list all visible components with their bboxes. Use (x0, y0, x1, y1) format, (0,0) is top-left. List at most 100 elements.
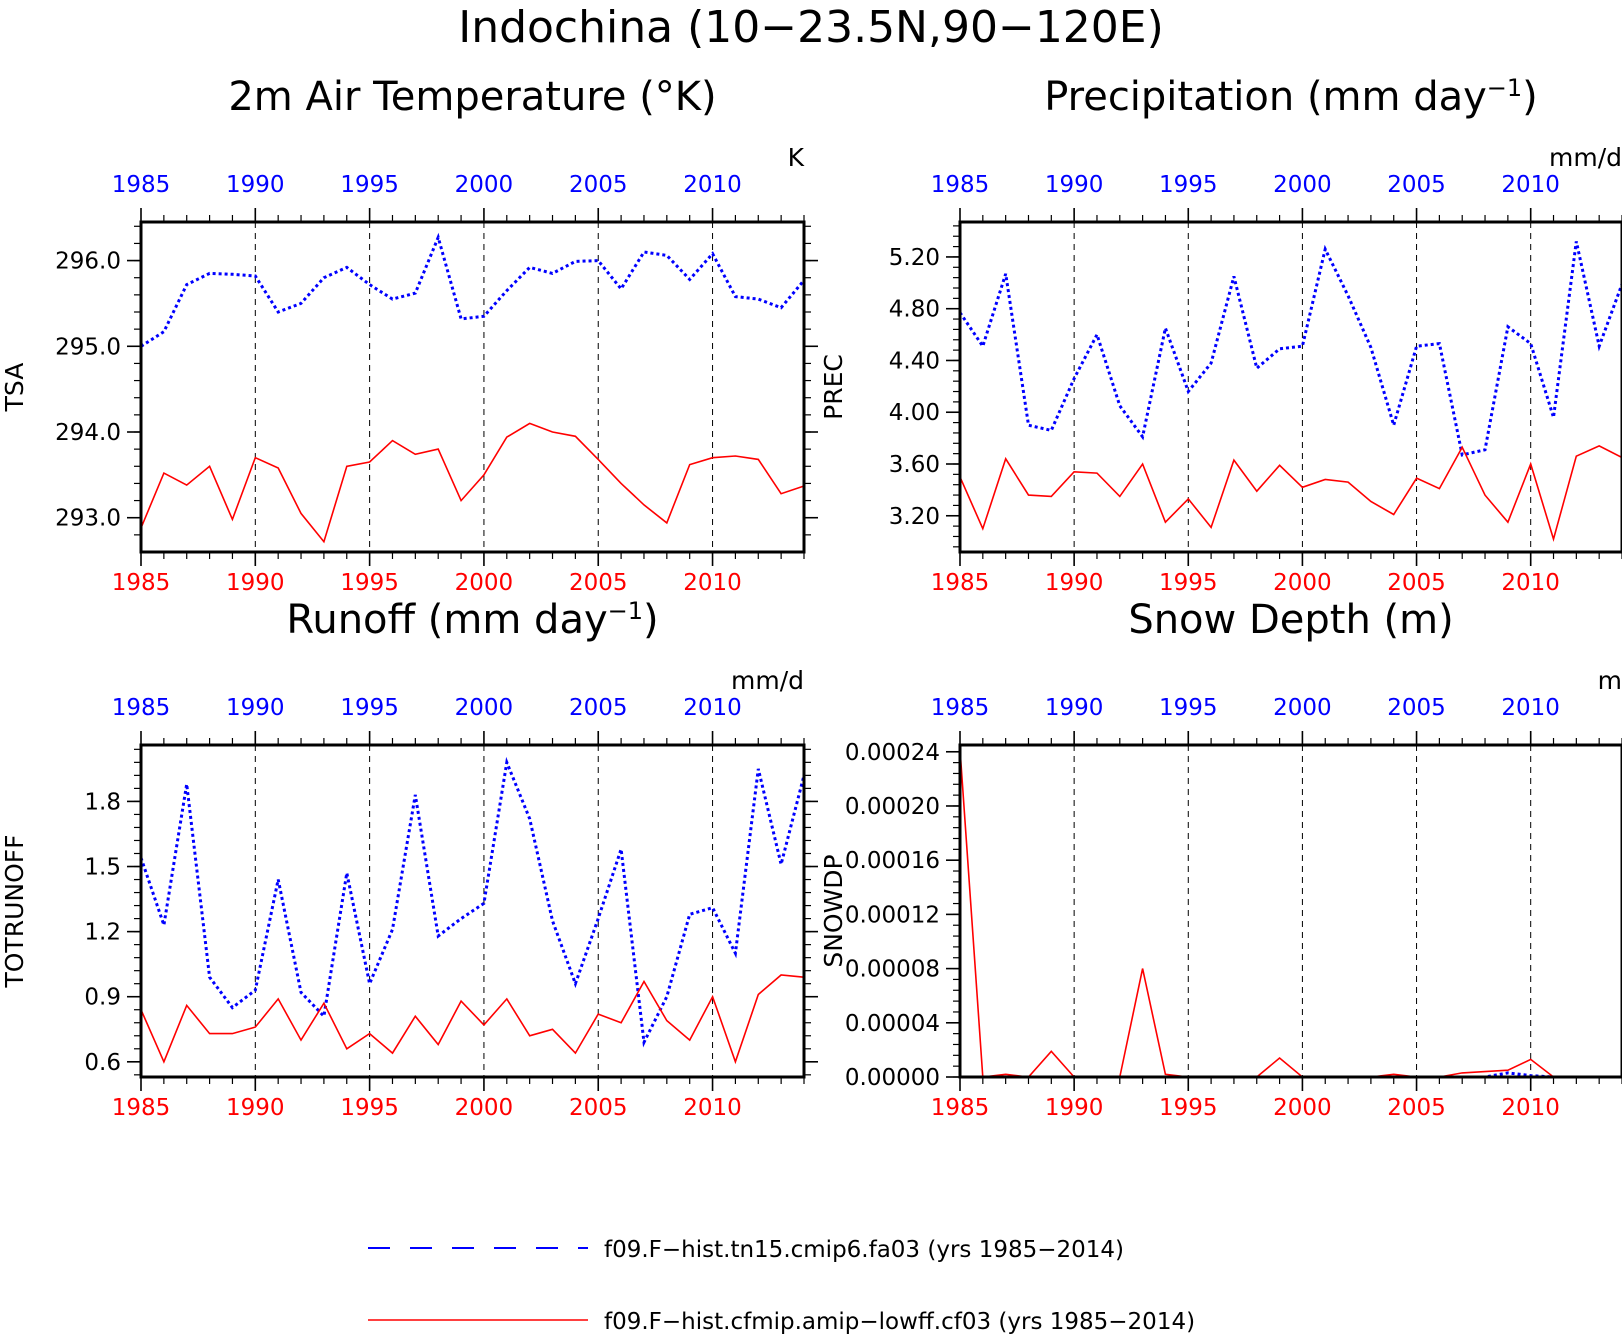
x-tick-label-bottom: 2005 (569, 1095, 628, 1121)
x-tick-label-bottom: 2010 (1501, 1095, 1560, 1121)
x-tick-label-top: 1990 (226, 172, 285, 198)
x-tick-label-top: 1995 (340, 695, 399, 721)
x-tick-label-top: 2000 (1273, 172, 1332, 198)
plot-frame (958, 220, 1622, 554)
y-tick-label: 3.20 (889, 504, 940, 530)
y-tick-label: 1.8 (84, 789, 121, 815)
chart-panel-1: Precipitation (mm day−1) mm/d PREC 1985 1985… (819, 74, 1622, 596)
x-tick-label-bottom: 2010 (683, 1095, 742, 1121)
y-tick-label: 3.60 (889, 452, 940, 478)
panel-title: Snow Depth (m) (1128, 597, 1453, 643)
y-tick-label: 294.0 (55, 420, 121, 446)
x-tick-label-top: 2010 (1501, 172, 1560, 198)
chart-panel-3: Snow Depth (m) m SNOWDP 1985 1985 1990 1990 199… (819, 597, 1622, 1121)
series-line-a (958, 241, 1622, 457)
series-line-b (140, 974, 805, 1065)
x-tick-label-bottom: 2000 (1273, 1095, 1332, 1121)
x-tick-label-top: 2005 (1387, 172, 1446, 198)
x-tick-label-top: 1995 (340, 172, 399, 198)
x-tick-label-top: 2005 (569, 695, 628, 721)
x-tick-label-top: 2010 (683, 172, 742, 198)
x-tick-label-top: 2000 (455, 172, 514, 198)
chart-panel-2: Runoff (mm day−1) mm/d TOTRUNOFF 1985 1985 19… (0, 597, 818, 1121)
legend-label-series-b: f09.F−hist.cfmip.amip−lowff.cf03 (yrs 19… (604, 1309, 1195, 1335)
y-tick-label: 4.40 (889, 348, 940, 374)
x-tick-label-bottom: 2000 (455, 1095, 514, 1121)
x-tick-label-bottom: 2010 (1501, 570, 1560, 596)
y-axis-label: SNOWDP (819, 854, 848, 967)
x-tick-label-bottom: 2010 (683, 570, 742, 596)
x-tick-label-bottom: 1985 (931, 1095, 990, 1121)
legend: f09.F−hist.tn15.cmip6.fa03 (yrs 1985−201… (368, 1237, 1195, 1335)
x-tick-label-top: 1985 (931, 172, 990, 198)
plot-frame (958, 743, 1622, 1079)
figure-title: Indochina (10−23.5N,90−120E) (458, 2, 1164, 53)
x-tick-label-top: 2010 (683, 695, 742, 721)
x-tick-label-top: 2005 (569, 172, 628, 198)
x-tick-label-bottom: 1995 (340, 570, 399, 596)
panel-title-superscript: −1 (608, 597, 643, 625)
x-tick-label-bottom: 2000 (455, 570, 514, 596)
x-tick-label-top: 2000 (1273, 695, 1332, 721)
y-tick-label: 0.00016 (845, 848, 940, 874)
y-tick-label: 0.6 (84, 1050, 121, 1076)
units-label: K (788, 143, 805, 172)
y-tick-label: 4.80 (889, 297, 940, 323)
y-tick-label: 4.00 (889, 400, 940, 426)
y-tick-label: 5.20 (889, 245, 940, 271)
y-tick-label: 1.2 (84, 920, 121, 946)
x-tick-label-bottom: 1990 (226, 570, 285, 596)
y-axis-label: PREC (819, 354, 848, 420)
x-tick-label-bottom: 1990 (1045, 570, 1104, 596)
x-tick-label-top: 1985 (112, 695, 171, 721)
y-axis-label: TOTRUNOFF (0, 834, 29, 988)
panel-title-end: ) (643, 597, 659, 643)
x-tick-label-bottom: 1985 (112, 570, 171, 596)
x-tick-label-bottom: 2005 (1387, 1095, 1446, 1121)
x-tick-label-top: 2000 (455, 695, 514, 721)
x-tick-label-bottom: 2005 (569, 570, 628, 596)
y-tick-label: 0.00004 (845, 1011, 940, 1037)
x-tick-label-top: 1985 (112, 172, 171, 198)
panel-title: Runoff (mm day−1) (286, 597, 658, 643)
series-line-b (140, 422, 805, 544)
x-tick-label-bottom: 1990 (1045, 1095, 1104, 1121)
y-tick-label: 0.00012 (845, 902, 940, 928)
units-label: mm/d (731, 666, 804, 695)
x-tick-label-top: 1985 (931, 695, 990, 721)
y-tick-label: 0.00024 (845, 740, 940, 766)
panels: 2m Air Temperature (°K) K TSA 1985 1985 1990 1… (0, 74, 1622, 1121)
chart-panel-0: 2m Air Temperature (°K) K TSA 1985 1985 1990 1… (0, 74, 818, 596)
x-tick-label-top: 1990 (226, 695, 285, 721)
plot-frame (139, 743, 806, 1079)
x-tick-label-bottom: 1995 (1159, 570, 1218, 596)
x-tick-label-bottom: 1985 (931, 570, 990, 596)
y-tick-label: 293.0 (55, 506, 121, 532)
y-axis-label: TSA (0, 363, 29, 413)
x-tick-label-top: 1990 (1045, 695, 1104, 721)
x-tick-label-bottom: 2005 (1387, 570, 1446, 596)
panel-title-end: ) (1522, 74, 1538, 120)
panel-title-superscript: −1 (1487, 74, 1522, 102)
x-tick-label-bottom: 1990 (226, 1095, 285, 1121)
x-tick-label-top: 1995 (1159, 695, 1218, 721)
series-line-a (140, 232, 806, 348)
y-tick-label: 0.00000 (845, 1065, 940, 1091)
x-tick-label-bottom: 1995 (1159, 1095, 1218, 1121)
y-tick-label: 296.0 (55, 249, 121, 275)
x-tick-label-top: 1995 (1159, 172, 1218, 198)
y-tick-label: 0.9 (84, 985, 121, 1011)
y-tick-label: 0.00020 (845, 794, 940, 820)
x-tick-label-bottom: 1995 (340, 1095, 399, 1121)
units-label: mm/d (1549, 143, 1622, 172)
x-tick-label-top: 2010 (1501, 695, 1560, 721)
x-tick-label-bottom: 2000 (1273, 570, 1332, 596)
y-tick-label: 1.5 (84, 855, 121, 881)
x-tick-label-top: 2005 (1387, 695, 1446, 721)
series-line-a (139, 756, 806, 1048)
legend-label-series-a: f09.F−hist.tn15.cmip6.fa03 (yrs 1985−201… (604, 1237, 1124, 1263)
x-tick-label-bottom: 1985 (112, 1095, 171, 1121)
panel-title: Precipitation (mm day−1) (1044, 74, 1538, 120)
y-tick-label: 295.0 (55, 334, 121, 360)
